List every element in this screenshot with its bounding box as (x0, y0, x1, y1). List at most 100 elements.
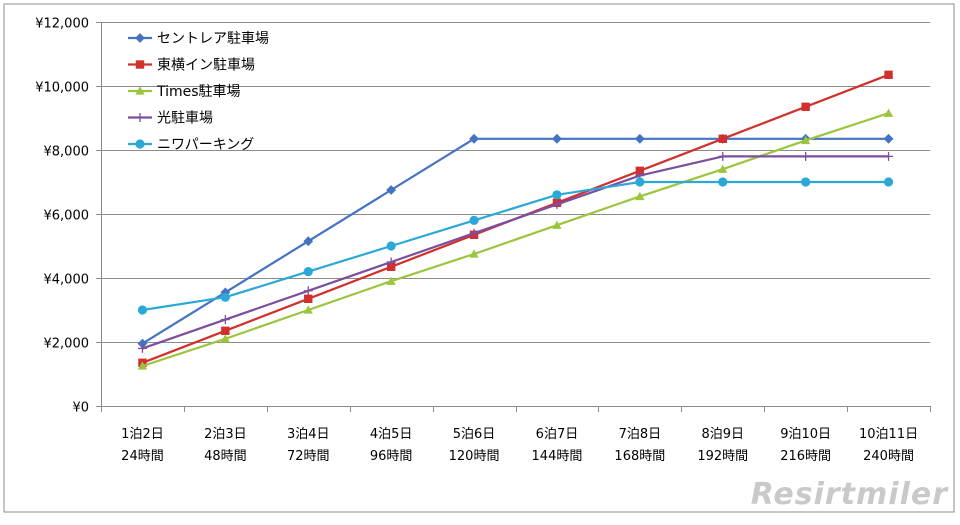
data-point (469, 228, 479, 238)
x-tick-label: 3泊4日 (287, 427, 330, 442)
watermark-text: Resirtmiler (751, 477, 949, 512)
x-tick-label: 192時間 (697, 449, 748, 464)
data-point (303, 305, 313, 314)
x-tick-label: 5泊6日 (453, 427, 496, 442)
data-point (801, 177, 811, 187)
series-line (142, 180, 889, 312)
legend-item: ニワパーキング (128, 137, 254, 153)
legend-item: Times駐車場 (128, 83, 241, 100)
data-point (801, 135, 811, 145)
data-point (801, 151, 811, 161)
y-tick-label: ¥2,000 (44, 337, 90, 352)
data-point (883, 133, 894, 144)
data-point (718, 164, 728, 173)
y-axis-tick-labels: ¥0 ¥2,000 ¥4,000 ¥6,000 ¥8,000 ¥10,000 ¥12,000 (35, 17, 89, 416)
x-tick-label: 48時間 (204, 449, 247, 464)
legend-item: セントレア駐車場 (128, 30, 269, 47)
data-point (220, 292, 230, 302)
series-5 (137, 177, 894, 315)
data-point (220, 315, 230, 325)
grid-lines (101, 22, 930, 343)
data-point (221, 326, 230, 335)
series-4 (137, 151, 894, 353)
legend-label: セントレア駐車場 (157, 30, 269, 47)
series-1 (137, 133, 894, 349)
data-point (469, 133, 479, 144)
x-tick-label: 240時間 (863, 449, 914, 464)
data-point (469, 215, 479, 225)
x-tick-label: 120時間 (449, 449, 500, 464)
x-tick-label: 24時間 (121, 449, 164, 464)
legend-swatch-marker (135, 139, 145, 149)
data-point (718, 177, 728, 187)
data-point (220, 334, 230, 343)
y-tick-label: ¥4,000 (44, 273, 90, 288)
data-point (634, 133, 645, 144)
data-point (386, 276, 396, 285)
data-point (386, 185, 397, 195)
data-point (137, 305, 148, 315)
data-point (884, 151, 894, 161)
series-line (141, 137, 889, 345)
x-tick-label: 9泊10日 (780, 427, 831, 442)
data-point (386, 257, 396, 267)
legend-label: Times駐車場 (156, 83, 241, 100)
data-point (469, 249, 479, 258)
y-tick-label: ¥0 (72, 401, 89, 416)
legend-label: ニワパーキング (157, 137, 254, 153)
data-point (552, 199, 562, 209)
x-tick-label: 96時間 (370, 449, 413, 464)
x-tick-label: 7泊8日 (619, 427, 662, 442)
y-tick-label: ¥8,000 (44, 145, 90, 160)
x-tick-label: 4泊5日 (370, 427, 413, 442)
data-point (635, 177, 645, 187)
data-series (137, 70, 894, 370)
series-3 (137, 108, 894, 370)
data-point (386, 262, 396, 271)
data-point (883, 177, 894, 187)
data-point (303, 286, 313, 296)
x-axis-tick-labels: 1泊2日 24時間 2泊3日 48時間 3泊4日 72時間 4泊5日 96時間 5泊6日 120時… (121, 427, 918, 464)
x-tick-label: 10泊11日 (859, 427, 918, 442)
data-point (303, 236, 314, 247)
x-tick-label: 144時間 (532, 449, 583, 464)
legend-swatch-marker (135, 86, 145, 95)
data-point (552, 190, 562, 200)
x-tick-label: 72時間 (287, 449, 330, 464)
data-point (884, 70, 893, 79)
legend-item: 光駐車場 (128, 110, 213, 127)
legend-label: 光駐車場 (157, 110, 213, 127)
y-tick-label: ¥6,000 (44, 209, 90, 224)
legend-swatch-marker (135, 60, 145, 69)
legend-swatch-marker (135, 113, 145, 122)
x-tick-label: 6泊7日 (536, 427, 579, 442)
x-tick-label: 216時間 (780, 449, 831, 464)
y-tick-label: ¥12,000 (35, 17, 89, 32)
data-point (386, 241, 396, 251)
x-tick-label: 168時間 (614, 449, 665, 464)
x-tick-label: 8泊9日 (701, 427, 744, 442)
data-point (883, 108, 894, 117)
legend-item: 東横イン駐車場 (128, 57, 255, 74)
y-tick-label: ¥10,000 (35, 81, 89, 96)
data-point (137, 343, 147, 353)
data-point (552, 133, 562, 144)
axes (3, 3, 955, 513)
data-point (801, 102, 810, 111)
data-point (137, 361, 148, 370)
data-point (303, 267, 313, 277)
data-point (718, 134, 727, 143)
x-tick-label: 2泊3日 (204, 427, 247, 442)
data-point (552, 220, 562, 229)
series-line (142, 112, 889, 368)
data-point (635, 191, 645, 201)
data-point (635, 166, 645, 175)
legend-swatch-marker (135, 33, 145, 43)
legend-label: 東横イン駐車場 (157, 57, 255, 74)
data-point (718, 151, 728, 161)
x-tick-label: 1泊2日 (121, 427, 164, 442)
series-line (142, 155, 889, 350)
